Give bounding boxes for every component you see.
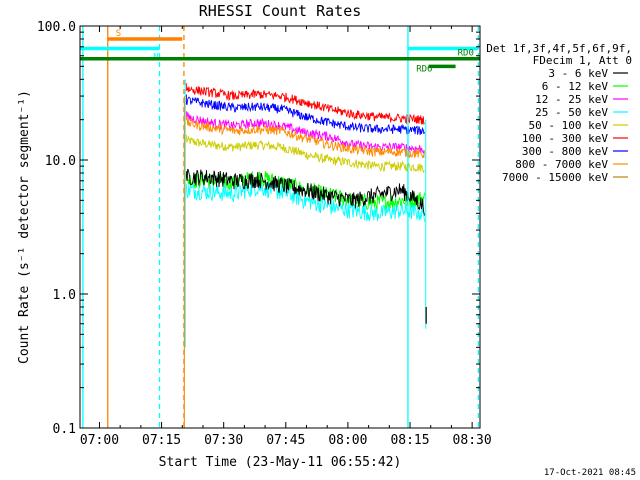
series-line bbox=[185, 111, 425, 155]
x-tick-label: 07:30 bbox=[204, 433, 243, 448]
y-tick-label: 10.0 bbox=[45, 154, 76, 169]
legend-header-line-2: FDecim 1, Att 0 bbox=[533, 54, 632, 67]
y-tick-label: 1.0 bbox=[53, 288, 76, 303]
x-tick-label: 07:00 bbox=[80, 433, 119, 448]
legend-header-line-1: Det 1f,3f,4f,5f,6f,9f, bbox=[486, 42, 632, 55]
x-axis-label: Start Time (23-May-11 06:55:42) bbox=[159, 455, 402, 470]
x-tick-label: 08:15 bbox=[390, 433, 429, 448]
series-line bbox=[185, 94, 425, 135]
legend-entry: 12 - 25 keV bbox=[535, 93, 608, 106]
series-line bbox=[185, 83, 425, 126]
legend-entry: 300 - 800 keV bbox=[522, 145, 608, 158]
y-axis-label: Count Rate (s⁻¹ detector segment⁻¹) bbox=[17, 90, 32, 364]
timestamp: 17-Oct-2021 08:45 bbox=[544, 468, 636, 478]
legend-entry: 7000 - 15000 keV bbox=[502, 171, 608, 184]
interval-label: RD6 bbox=[416, 64, 432, 74]
y-tick-label: 0.1 bbox=[53, 422, 76, 437]
series-line bbox=[185, 181, 425, 222]
interval-label: S bbox=[116, 29, 121, 39]
plot-frame bbox=[79, 25, 481, 429]
plot-lines-layer bbox=[183, 79, 427, 428]
x-tick-label: 07:45 bbox=[266, 433, 305, 448]
x-tick-label: 08:00 bbox=[328, 433, 367, 448]
series-line bbox=[185, 168, 425, 216]
interval-label: RD0 bbox=[458, 49, 474, 59]
legend-entry: 100 - 300 keV bbox=[522, 132, 608, 145]
legend-entry: 25 - 50 keV bbox=[535, 106, 608, 119]
chart-title: RHESSI Count Rates bbox=[199, 2, 362, 20]
series-line bbox=[185, 134, 425, 174]
x-tick-label: 07:15 bbox=[142, 433, 181, 448]
series-line bbox=[185, 116, 425, 159]
legend-entry: 6 - 12 keV bbox=[542, 80, 609, 93]
legend-entry: 800 - 7000 keV bbox=[515, 158, 608, 171]
y-tick-label: 100.0 bbox=[37, 20, 76, 35]
x-tick-label: 08:30 bbox=[453, 433, 492, 448]
axes-layer: 07:00 07:15 07:30 07:45 08:00 08:15 08:30 0.1 1.… bbox=[37, 20, 492, 448]
legend-entry: 50 - 100 keV bbox=[529, 119, 609, 132]
legend-entry: 3 - 6 keV bbox=[548, 67, 608, 80]
interval-markers-layer: SNRD0RD6 bbox=[80, 26, 481, 428]
